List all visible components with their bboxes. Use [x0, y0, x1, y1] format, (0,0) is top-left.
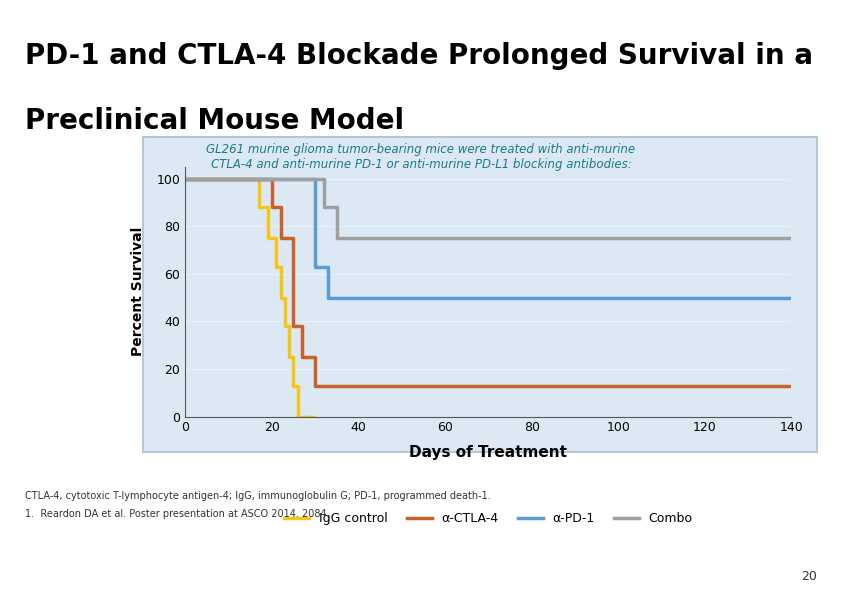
Legend: IgG control, α-CTLA-4, α-PD-1, Combo: IgG control, α-CTLA-4, α-PD-1, Combo [280, 507, 697, 530]
Text: CTLA-4, cytotoxic T-lymphocyte antigen-4; IgG, immunoglobulin G; PD-1, programme: CTLA-4, cytotoxic T-lymphocyte antigen-4… [25, 491, 491, 501]
Text: PD-1 and CTLA-4 Blockade Prolonged Survival in a: PD-1 and CTLA-4 Blockade Prolonged Survi… [25, 42, 813, 70]
Text: Preclinical Mouse Model: Preclinical Mouse Model [25, 107, 404, 135]
Text: GL261 murine glioma tumor-bearing mice were treated with anti-murine
CTLA-4 and : GL261 murine glioma tumor-bearing mice w… [206, 143, 636, 171]
Text: 20: 20 [801, 570, 817, 583]
Y-axis label: Percent Survival: Percent Survival [131, 227, 146, 356]
X-axis label: Days of Treatment: Days of Treatment [409, 446, 568, 461]
Text: 1.  Reardon DA et al. Poster presentation at ASCO 2014. 2084.: 1. Reardon DA et al. Poster presentation… [25, 509, 330, 519]
